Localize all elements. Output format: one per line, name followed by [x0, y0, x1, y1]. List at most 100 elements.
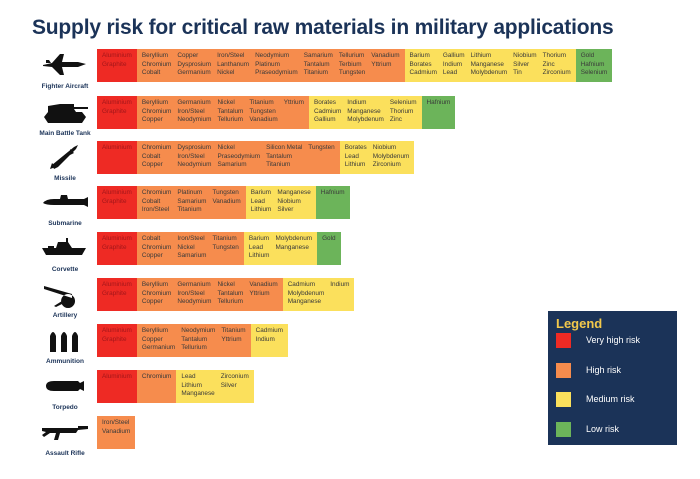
risk-group: Aluminium Graphite [97, 96, 137, 129]
material-column: Tungsten [305, 141, 337, 174]
material: Tantalum [303, 60, 330, 68]
material-column: Cadmium Indium [253, 324, 286, 357]
row-label: Assault Rifle [45, 450, 85, 457]
material-column: Aluminium Graphite [99, 278, 135, 311]
material: Barium [250, 189, 272, 196]
material: Niobium [277, 197, 301, 205]
material-column: Borates Cadmium Gallium [311, 96, 344, 129]
material: Nickel [177, 243, 195, 251]
material-column: Hafnium [318, 186, 348, 219]
material-column: Nickel Tantalum Tellurium [214, 278, 246, 311]
material: Manganese [470, 60, 504, 68]
legend-label: Very high risk [586, 335, 641, 345]
material-column: Nickel Praseodymium Samarium [214, 141, 263, 174]
vehicle-icon [50, 145, 78, 169]
risk-group: Aluminium Graphite [97, 324, 137, 357]
material: Niobium [513, 52, 537, 59]
material-column: Gold Hafnium Selenium [578, 49, 611, 82]
material: Copper [177, 52, 199, 59]
material: Indium [255, 335, 275, 343]
material: Iron/Steel [177, 152, 205, 160]
material: Zirconium [220, 373, 249, 380]
material: Borates [409, 60, 432, 68]
material: Nickel [217, 69, 235, 77]
material-column: Molybdenum Manganese [272, 232, 315, 265]
risk-group: Aluminium [97, 370, 137, 403]
material: Titanium [212, 235, 237, 242]
material: Indium [330, 281, 350, 288]
risk-group: Beryllium Chromium Cobalt Copper Dysprosium G… [136, 49, 405, 82]
vehicle-icon [42, 238, 86, 255]
material: Beryllium [141, 99, 169, 106]
material-column: Tungsten Vanadium [209, 186, 243, 219]
material: Nickel [217, 99, 235, 106]
material: Terbium [338, 60, 362, 68]
risk-group: Barium Borates Cadmium Gallium Indium Lead Lit… [404, 49, 576, 82]
risk-group: Chromium Cobalt Iron/Steel Platinum Samarium… [136, 186, 246, 219]
risk-row: Aluminium Graphite Chromium Cobalt Iron/Stee… [97, 186, 350, 219]
material: Lithium [470, 52, 492, 59]
material-column: Beryllium Copper Germanium [139, 324, 178, 357]
material: Vanadium [102, 427, 131, 435]
material: Samarium [217, 161, 247, 169]
material: Vanadium [249, 281, 278, 288]
material: Nickel [217, 281, 235, 288]
material: Molybdenum [372, 152, 410, 160]
material: Platinum [177, 189, 203, 196]
material-column: Aluminium Graphite [99, 232, 135, 265]
material-column: Chromium [139, 370, 174, 403]
material: Selenium [580, 69, 608, 77]
material: Tungsten [308, 144, 335, 151]
material-column: Iron/Steel Vanadium [99, 416, 133, 449]
material: Gallium [442, 52, 465, 59]
material: Lead [250, 197, 265, 205]
material: Vanadium [249, 116, 278, 124]
material: Niobium [372, 144, 397, 151]
risk-group: Beryllium Copper Germanium Neodymium Tantalu… [136, 324, 251, 357]
material-column: Aluminium Graphite [99, 96, 135, 129]
risk-group: Aluminium Graphite [97, 232, 137, 265]
material-column: Thorium Zinc Zirconium [540, 49, 574, 82]
row-label: Fighter Aircraft [41, 83, 89, 90]
material-column: Vanadium Yttrium [368, 49, 402, 82]
material: Germanium [177, 99, 211, 106]
material: Dysprosium [177, 144, 212, 151]
material-column: Nickel Tantalum Tellurium [214, 96, 246, 129]
material: Gold [580, 52, 595, 59]
material: Graphite [102, 289, 127, 297]
material: Cobalt [141, 197, 161, 205]
row-label: Submarine [48, 220, 82, 227]
material: Tungsten [249, 107, 276, 115]
material: Tungsten [212, 243, 239, 251]
material-column: Hafnium [424, 96, 454, 129]
material-column: Beryllium Chromium Copper [139, 96, 174, 129]
material: Tellurium [217, 116, 244, 124]
material-column: Beryllium Chromium Copper [139, 278, 174, 311]
material: Zirconium [542, 69, 571, 77]
material: Neodymium [181, 327, 216, 334]
risk-group: Borates Cadmium Gallium Indium Manganese Moly… [308, 96, 422, 129]
material: Iron/Steel [177, 235, 205, 242]
material-column: Silicon Metal Tantalum Titanium [263, 141, 305, 174]
material: Tungsten [338, 69, 366, 77]
material: Aluminium [102, 189, 132, 196]
material-column: Platinum Samarium Titanium [174, 186, 209, 219]
material: Germanium [141, 344, 176, 352]
material: Lithium [344, 161, 366, 169]
material: Lithium [250, 206, 272, 214]
material: Hafnium [320, 189, 345, 196]
risk-group: Barium Lead Lithium Manganese Niobium Silver [245, 186, 316, 219]
legend-swatch [556, 333, 571, 348]
risk-group: Gold Hafnium Selenium [575, 49, 613, 82]
material: Cobalt [141, 235, 161, 242]
material: Graphite [102, 60, 127, 68]
material: Hafnium [580, 60, 605, 68]
risk-group: Cobalt Chromium Copper Iron/Steel Nickel Sama… [136, 232, 244, 265]
risk-group: Beryllium Chromium Copper Germanium Iron/Ste… [136, 96, 309, 129]
material: Molybdenum [287, 289, 325, 297]
row-label: Torpedo [52, 404, 78, 411]
material: Dysprosium [177, 60, 212, 68]
material: Titanium [177, 206, 202, 214]
material-column: Copper Dysprosium Germanium [174, 49, 214, 82]
risk-row: Aluminium Graphite Beryllium Chromium Cobalt… [97, 49, 613, 82]
